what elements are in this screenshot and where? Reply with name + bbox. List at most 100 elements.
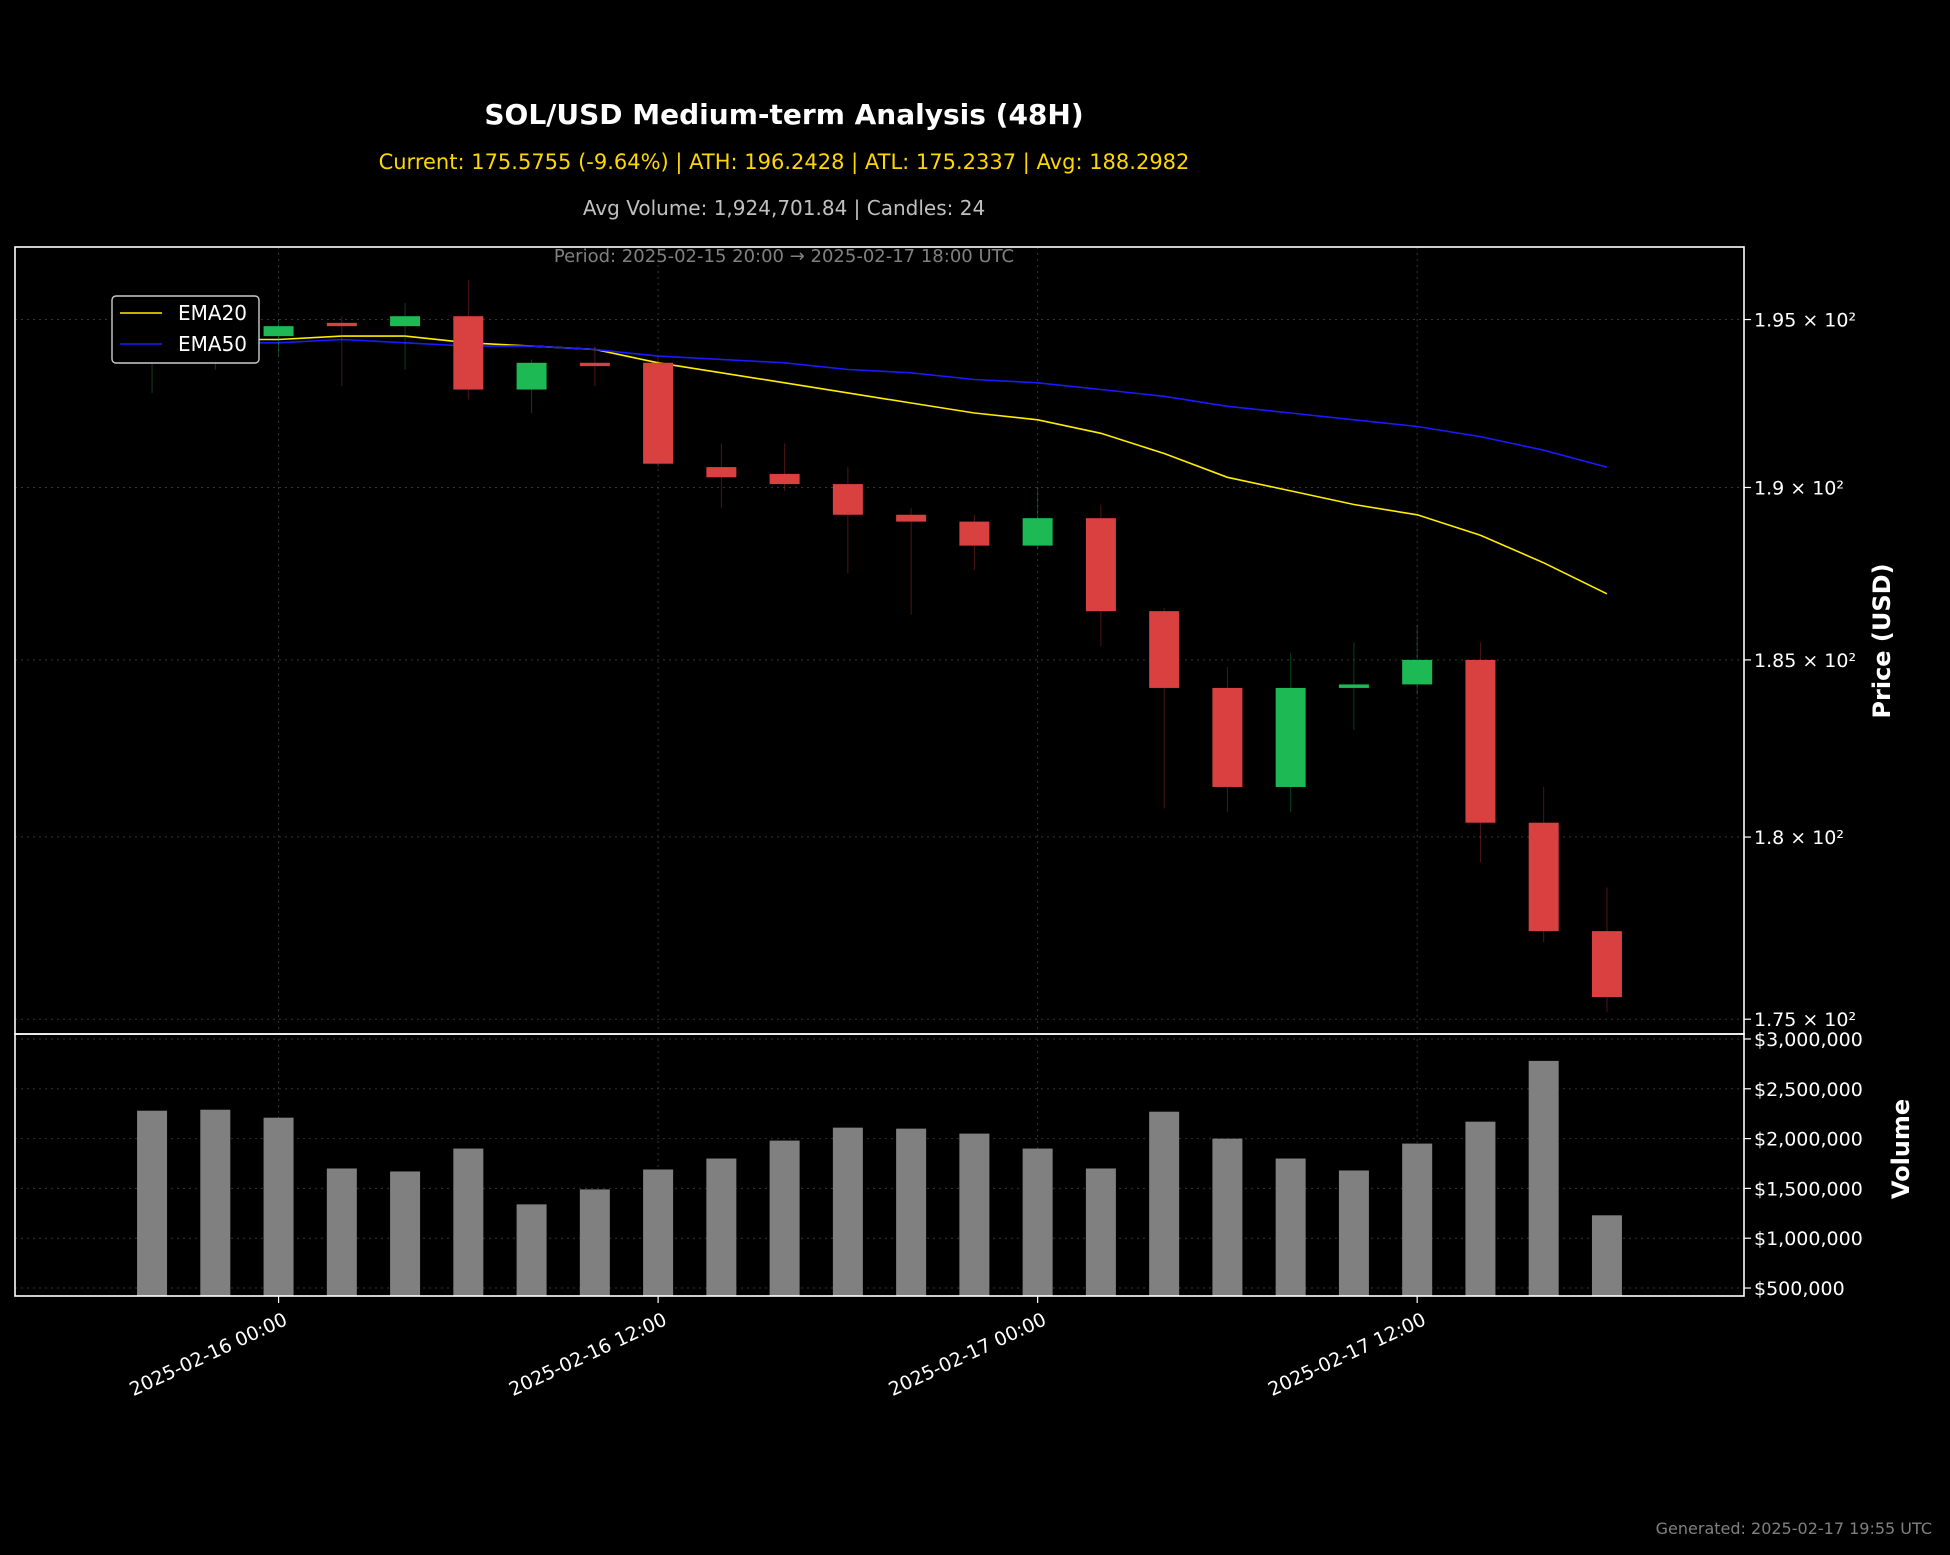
- candle: [1591, 887, 1622, 1012]
- price-tick-label: 1.95 × 10²: [1754, 310, 1856, 332]
- price-tick-label: 1.8 × 10²: [1754, 827, 1844, 849]
- candle-body: [1338, 684, 1369, 688]
- candle: [1402, 625, 1433, 695]
- volume-axis-label: Volume: [1887, 1099, 1915, 1199]
- candle: [769, 443, 800, 491]
- volume-bar: [1022, 1148, 1053, 1296]
- candle: [516, 359, 547, 414]
- candle: [643, 356, 674, 468]
- candle-body: [643, 362, 674, 464]
- volume-tick-label: $500,000: [1754, 1278, 1845, 1300]
- chart-subtitle: Current: 175.5755 (-9.64%) | ATH: 196.24…: [378, 150, 1190, 174]
- volume-bar: [1591, 1215, 1622, 1296]
- candle: [453, 279, 484, 400]
- candle-body: [832, 484, 863, 515]
- volume-bar: [832, 1127, 863, 1296]
- volume-bar: [263, 1117, 294, 1296]
- candle: [390, 302, 421, 370]
- candle-body: [453, 316, 484, 390]
- candle-body: [1085, 518, 1116, 612]
- candle-body: [769, 473, 800, 485]
- volume-bar: [1338, 1170, 1369, 1296]
- volume-bar: [643, 1169, 674, 1296]
- volume-bar: [1085, 1168, 1116, 1296]
- legend-ema50-label: EMA50: [178, 332, 247, 356]
- volume-info: Avg Volume: 1,924,701.84 | Candles: 24: [582, 196, 986, 220]
- volume-bar: [1402, 1143, 1433, 1296]
- candle: [959, 514, 990, 570]
- volume-bar: [706, 1158, 737, 1296]
- volume-tick-label: $1,000,000: [1754, 1228, 1863, 1250]
- candle: [1338, 642, 1369, 731]
- generated-timestamp: Generated: 2025-02-17 19:55 UTC: [1655, 1519, 1932, 1538]
- volume-tick-label: $3,000,000: [1754, 1029, 1863, 1051]
- x-tick-label: 2025-02-16 00:00: [126, 1309, 290, 1401]
- candle-body: [579, 362, 610, 367]
- price-tick-label: 1.9 × 10²: [1754, 477, 1844, 499]
- volume-tick-label: $2,500,000: [1754, 1079, 1863, 1101]
- candle: [1528, 786, 1559, 943]
- candle: [1022, 487, 1053, 550]
- volume-panel-frame: [14, 1033, 1745, 1297]
- x-tick-label: 2025-02-16 12:00: [506, 1309, 670, 1401]
- candle-body: [326, 322, 357, 327]
- volume-bar: [1212, 1138, 1243, 1296]
- candle-body: [1212, 687, 1243, 787]
- ema-lines: [152, 335, 1608, 595]
- candle: [896, 507, 927, 615]
- x-axis: 2025-02-16 00:00 2025-02-16 12:00 2025-02-…: [126, 1296, 1429, 1401]
- candle-body: [896, 514, 927, 522]
- period-label: Period: 2025-02-15 20:00 → 2025-02-17 18…: [554, 246, 1014, 267]
- price-axis: 1.75 × 10² 1.8 × 10² 1.85 × 10² 1.9 × 10² 1.…: [1744, 310, 1856, 1031]
- x-tick-label: 2025-02-17 00:00: [885, 1309, 1049, 1401]
- candle-body: [1022, 518, 1053, 546]
- candle: [1275, 652, 1306, 812]
- candle-body: [959, 521, 990, 546]
- volume-tick-label: $1,500,000: [1754, 1178, 1863, 1200]
- legend-ema20-label: EMA20: [178, 301, 247, 325]
- candle-body: [1465, 659, 1496, 823]
- legend: EMA20 EMA50: [111, 295, 260, 364]
- volume-grid: [15, 1038, 1744, 1289]
- volume-bars: [137, 1060, 1622, 1296]
- candle: [1212, 666, 1243, 812]
- candle-body: [706, 467, 737, 478]
- candle-body: [1528, 822, 1559, 932]
- volume-tick-label: $2,000,000: [1754, 1129, 1863, 1151]
- volume-bar: [1149, 1111, 1180, 1296]
- volume-axis: $500,000 $1,000,000 $1,500,000 $2,000,000 $2…: [1744, 1029, 1863, 1300]
- candle-body: [390, 316, 421, 327]
- volume-bar: [769, 1140, 800, 1296]
- candle: [579, 346, 610, 387]
- price-axis-label: Price (USD): [1868, 563, 1896, 718]
- candle: [1085, 504, 1116, 646]
- ema20-line: [152, 335, 1608, 595]
- price-grid: [15, 319, 1744, 1020]
- candle-body: [1149, 611, 1180, 688]
- candle: [706, 443, 737, 508]
- volume-bar: [390, 1171, 421, 1296]
- candle-body: [263, 326, 294, 337]
- volume-bar: [1275, 1158, 1306, 1296]
- ema50-line: [152, 338, 1608, 468]
- x-tick-label: 2025-02-17 12:00: [1265, 1309, 1429, 1401]
- volume-bar: [137, 1110, 168, 1296]
- candle-body: [516, 362, 547, 390]
- candle: [1149, 607, 1180, 809]
- volume-bar: [959, 1133, 990, 1296]
- volume-bar: [579, 1189, 610, 1296]
- volume-bar: [453, 1148, 484, 1296]
- chart-title: SOL/USD Medium-term Analysis (48H): [484, 98, 1084, 131]
- candle-body: [1402, 659, 1433, 685]
- candle-body: [1591, 931, 1622, 998]
- price-tick-label: 1.85 × 10²: [1754, 650, 1856, 672]
- candle-body: [1275, 687, 1306, 787]
- candle: [832, 467, 863, 574]
- candle: [263, 319, 294, 357]
- volume-bar: [200, 1109, 231, 1296]
- price-tick-label: 1.75 × 10²: [1754, 1009, 1856, 1031]
- price-panel-frame: [14, 246, 1745, 1035]
- volume-bar: [326, 1168, 357, 1296]
- candle: [326, 316, 357, 387]
